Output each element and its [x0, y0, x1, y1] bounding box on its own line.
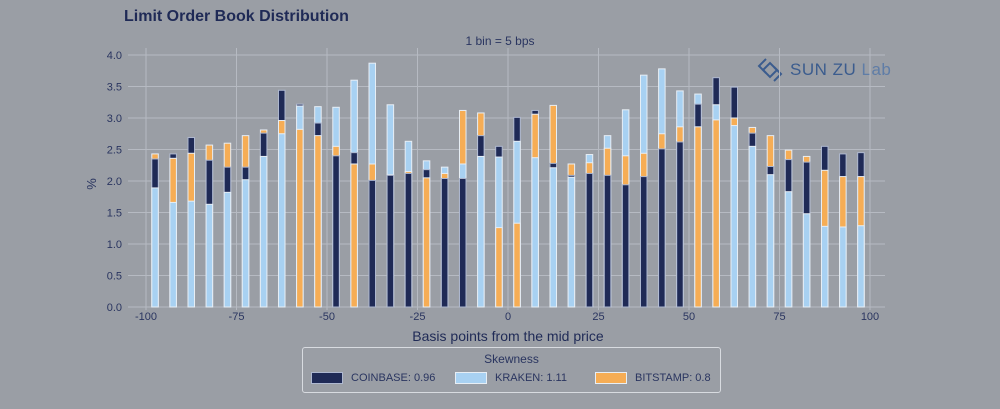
bar-kraken: [784, 191, 793, 308]
bar-coinbase: [368, 179, 377, 308]
bar-coinbase: [404, 172, 413, 308]
x-tick-label: 50: [683, 311, 695, 323]
bar-kraken: [259, 155, 268, 308]
x-tick-label: 0: [505, 311, 511, 323]
bar-bitstamp: [422, 177, 431, 308]
bar-bitstamp: [495, 227, 503, 308]
bar-kraken: [820, 225, 829, 308]
bar-bitstamp: [694, 126, 702, 308]
bar-coinbase: [621, 184, 630, 308]
legend-item-kraken[interactable]: KRAKEN: 1.11: [455, 372, 567, 384]
bar-bitstamp: [513, 222, 521, 308]
chart-title: Limit Order Book Distribution: [124, 8, 349, 25]
bar-coinbase: [332, 155, 340, 308]
legend-label-coinbase: COINBASE: 0.96: [351, 372, 436, 384]
bar-kraken: [477, 155, 485, 308]
y-tick-label: 1.5: [107, 208, 122, 220]
x-tick-label: -100: [135, 311, 157, 323]
x-tick-label: 25: [592, 311, 604, 323]
y-tick-label: 4.0: [107, 50, 122, 62]
x-tick-label: -25: [410, 311, 426, 323]
bar-kraken: [549, 167, 558, 308]
y-tick-label: 2.0: [107, 176, 122, 188]
bar-kraken: [730, 125, 739, 308]
legend-label-bitstamp: BITSTAMP: 0.8: [635, 372, 711, 384]
x-tick-label: 75: [773, 311, 785, 323]
bar-kraken: [766, 174, 775, 308]
bar-kraken: [187, 200, 196, 308]
bar-kraken: [531, 157, 539, 308]
bar-kraken: [748, 145, 757, 308]
bar-kraken: [241, 179, 250, 308]
bar-kraken: [169, 201, 177, 308]
legend-swatch-coinbase: [311, 372, 343, 384]
logo-text: SUN ZU Lab: [790, 60, 892, 79]
legend-title: Skewness: [484, 352, 539, 366]
logo-mark-icon: [757, 58, 783, 82]
bar-kraken: [151, 187, 159, 308]
bar-kraken: [567, 176, 576, 308]
bar-coinbase: [658, 148, 666, 308]
bar-bitstamp: [712, 119, 720, 308]
legend-item-bitstamp[interactable]: BITSTAMP: 0.8: [595, 372, 711, 384]
bar-coinbase: [639, 176, 648, 308]
bar-kraken: [277, 133, 286, 308]
bar-kraken: [839, 226, 847, 308]
y-tick-label: 1.0: [107, 239, 122, 251]
bar-coinbase: [440, 177, 449, 308]
bar-kraken: [857, 225, 865, 308]
bar-coinbase: [585, 172, 594, 308]
legend-swatch-kraken: [455, 372, 487, 384]
chart-subtitle: 1 bin = 5 bps: [465, 34, 535, 48]
y-axis-label: %: [84, 178, 99, 190]
legend-label-kraken: KRAKEN: 1.11: [495, 372, 567, 384]
y-tick-label: 3.5: [107, 82, 122, 94]
legend: Skewness COINBASE: 0.96 KRAKEN: 1.11 BIT…: [302, 347, 721, 393]
brand-logo: SUN ZU Lab: [756, 56, 891, 84]
bar-chart: 0.0 0.5 1.0 1.5 2.0 2.5 3.0 3.5 4.0 -100 -75 -50 -25…: [84, 48, 885, 344]
bar-coinbase: [458, 177, 467, 308]
y-tick-label: 0.0: [107, 302, 122, 314]
bar-kraken: [802, 213, 811, 308]
x-tick-label: 100: [861, 311, 879, 323]
legend-swatch-bitstamp: [595, 372, 627, 384]
bar-bitstamp: [314, 135, 322, 308]
bar-bitstamp: [296, 128, 304, 308]
bar-coinbase: [386, 174, 395, 308]
bar-bitstamp: [350, 163, 358, 308]
legend-item-coinbase[interactable]: COINBASE: 0.96: [311, 372, 435, 384]
bar-coinbase: [603, 174, 612, 308]
x-tick-label: -75: [229, 311, 245, 323]
y-tick-label: 0.5: [107, 271, 122, 283]
bar-kraken: [223, 191, 232, 308]
y-tick-label: 3.0: [107, 113, 122, 125]
bar-kraken: [205, 203, 214, 308]
x-tick-label: -50: [319, 311, 335, 323]
bar-coinbase: [676, 141, 684, 308]
x-axis-label: Basis points from the mid price: [412, 328, 604, 344]
y-tick-label: 2.5: [107, 145, 122, 157]
